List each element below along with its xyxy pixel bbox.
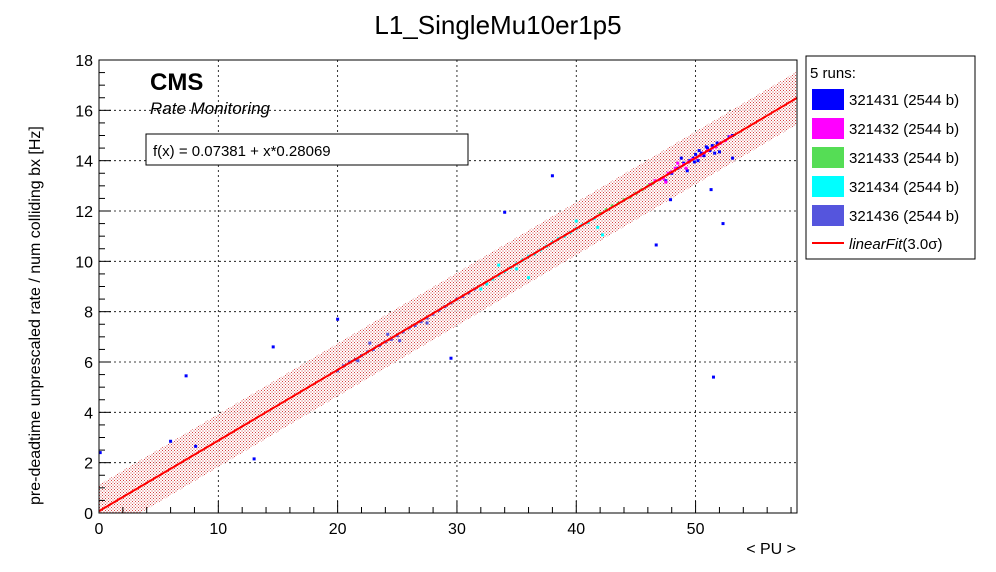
point-s4-24 xyxy=(356,359,360,363)
point-s0-37 xyxy=(679,156,683,160)
y-tick-label-5: 10 xyxy=(75,254,93,271)
point-s0-20 xyxy=(685,169,689,173)
point-s4-25 xyxy=(368,341,372,345)
point-s0-38 xyxy=(692,160,696,164)
x-tick-label-0: 0 xyxy=(95,521,104,538)
point-s0-9 xyxy=(550,174,554,178)
point-s1-6 xyxy=(673,166,677,170)
point-s1-22 xyxy=(684,166,688,170)
grid-lines xyxy=(99,60,797,513)
point-s0-36 xyxy=(717,150,721,154)
x-tick-label-1: 10 xyxy=(209,521,227,538)
legend-label-0: 321431 (2544 b) xyxy=(849,92,959,109)
fit-line xyxy=(99,97,797,513)
legend-header: 5 runs: xyxy=(810,65,856,82)
point-s0-33 xyxy=(715,141,719,145)
point-s1-21 xyxy=(676,161,680,165)
point-s0-14 xyxy=(721,222,725,226)
point-s3-24 xyxy=(515,267,519,271)
y-tick-label-6: 12 xyxy=(75,204,93,221)
point-s4-27 xyxy=(398,339,402,343)
point-s0-26 xyxy=(700,151,704,155)
legend-fit-name: linearFit xyxy=(849,236,903,253)
legend-swatch-4 xyxy=(812,205,844,226)
point-s4-14 xyxy=(419,320,423,324)
point-s3-23 xyxy=(601,233,605,237)
point-s1-3 xyxy=(661,176,665,180)
point-s3-25 xyxy=(497,263,501,267)
point-s3-21 xyxy=(574,219,578,223)
y-tick-label-0: 0 xyxy=(84,506,93,523)
point-s0-32 xyxy=(713,151,717,155)
point-s2-1 xyxy=(604,208,608,212)
legend-entries: 321431 (2544 b) 321432 (2544 b) 321433 (25… xyxy=(812,89,959,226)
point-s4-13 xyxy=(413,324,417,328)
point-s0-7 xyxy=(449,356,453,360)
point-s4-28 xyxy=(425,321,429,325)
legend-swatch-0 xyxy=(812,89,844,110)
point-s1-20 xyxy=(664,180,668,184)
axes: 0 10 20 30 40 50 0 2 4 6 8 10 12 14 16 18 xyxy=(75,53,792,538)
point-s3-20 xyxy=(527,276,531,280)
y-axis-label: pre-deadtime unprescaled rate / num coll… xyxy=(27,126,44,505)
fit-line-group xyxy=(99,97,797,513)
x-tick-label-3: 30 xyxy=(448,521,466,538)
point-s0-4 xyxy=(252,457,256,461)
legend-fit-label: linearFit(3.0σ) xyxy=(849,236,942,253)
point-s4-9 xyxy=(389,337,393,341)
point-s0-2 xyxy=(184,374,188,378)
point-s4-26 xyxy=(386,332,390,336)
point-s0-12 xyxy=(709,188,713,192)
point-s0-15 xyxy=(731,156,735,160)
point-s0-29 xyxy=(706,146,710,150)
x-axis-label: < PU > xyxy=(746,541,796,558)
legend-swatch-2 xyxy=(812,147,844,168)
legend-fit-sigma: (3.0σ) xyxy=(902,236,942,253)
point-s0-0 xyxy=(99,451,102,455)
point-s3-22 xyxy=(596,225,600,229)
point-s3-1 xyxy=(485,282,489,286)
y-tick-label-3: 6 xyxy=(84,355,93,372)
point-s0-8 xyxy=(503,210,507,214)
x-tick-label-4: 40 xyxy=(567,521,585,538)
legend-label-3: 321434 (2544 b) xyxy=(849,179,959,196)
y-tick-label-7: 14 xyxy=(75,154,93,171)
legend-label-2: 321433 (2544 b) xyxy=(849,150,959,167)
point-s0-10 xyxy=(654,243,658,247)
point-s0-25 xyxy=(697,149,701,153)
point-s2-2 xyxy=(610,204,614,208)
legend: 5 runs: 321431 (2544 b)321432 (2544 b)32… xyxy=(805,55,976,260)
point-s0-1 xyxy=(169,439,173,443)
point-s0-13 xyxy=(711,375,715,379)
chart-title: L1_SingleMu10er1p5 xyxy=(374,10,621,40)
legend-swatch-1 xyxy=(812,118,844,139)
fit-uncertainty-band xyxy=(99,71,797,513)
cms-label: CMS xyxy=(150,69,203,96)
point-s0-6 xyxy=(336,317,340,321)
y-tick-label-9: 18 xyxy=(75,53,93,70)
legend-label-4: 321436 (2544 b) xyxy=(849,208,959,225)
fit-formula: f(x) = 0.07381 + x*0.28069 xyxy=(153,143,331,160)
fit-band xyxy=(99,71,797,513)
point-s0-5 xyxy=(271,345,275,349)
x-tick-label-5: 50 xyxy=(687,521,705,538)
y-tick-label-8: 16 xyxy=(75,103,93,120)
legend-swatch-3 xyxy=(812,176,844,197)
y-tick-label-4: 8 xyxy=(84,305,93,322)
point-s0-11 xyxy=(669,198,673,202)
fit-formula-box xyxy=(145,133,469,166)
y-tick-label-1: 2 xyxy=(84,456,93,473)
point-s0-3 xyxy=(194,444,198,448)
point-s0-27 xyxy=(702,154,706,158)
point-s3-0 xyxy=(479,287,483,291)
point-s0-31 xyxy=(710,144,714,148)
cms-sublabel: Rate Monitoring xyxy=(150,99,271,118)
x-tick-label-2: 20 xyxy=(329,521,347,538)
point-s0-23 xyxy=(694,152,698,156)
legend-label-1: 321432 (2544 b) xyxy=(849,121,959,138)
y-tick-label-2: 4 xyxy=(84,405,93,422)
point-s0-24 xyxy=(696,159,700,163)
